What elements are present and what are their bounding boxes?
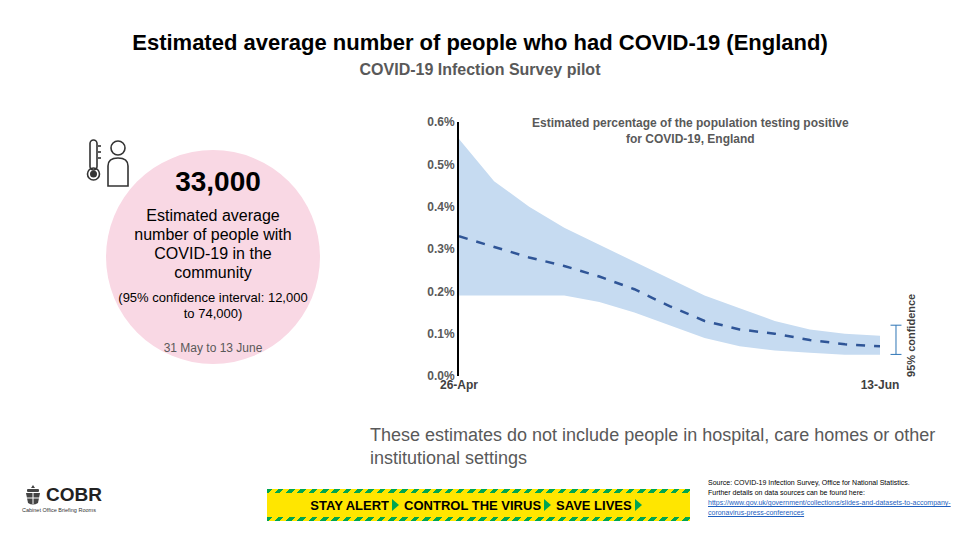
html-text:(95% confidence interval: 12,0: (95% confidence interval: 12,000 to 74,0…	[118, 290, 308, 321]
svg-text:0.4%: 0.4%	[427, 200, 455, 214]
html-text:Further details on data source: Further details on data sources can be f…	[708, 489, 865, 496]
html-text:CONTROL THE VIRUS: CONTROL THE VIRUS	[404, 497, 542, 513]
html-text:SAVE LIVES: SAVE LIVES	[556, 497, 632, 513]
html-text:Cabinet Office Briefing Rooms: Cabinet Office Briefing Rooms	[22, 507, 96, 513]
html-text:Estimated average number of pe: Estimated average number of people who h…	[132, 30, 828, 55]
svg-text:0.3%: 0.3%	[427, 242, 455, 256]
html-text:Estimated average number of pe: Estimated average number of people with …	[134, 207, 292, 281]
svg-text:0.0%: 0.0%	[427, 369, 455, 383]
svg-text:0.6%: 0.6%	[427, 115, 455, 129]
svg-text:0.5%: 0.5%	[427, 158, 455, 172]
svg-text:0.1%: 0.1%	[427, 327, 455, 341]
html-text:COVID-19 Infection Survey pilo: COVID-19 Infection Survey pilot	[359, 61, 601, 78]
html-text:STAY ALERT: STAY ALERT	[310, 497, 390, 513]
svg-text:95% confidence: 95% confidence	[905, 294, 917, 377]
html-text:Source: COVID-19 Infection Sur: Source: COVID-19 Infection Survey, Offic…	[708, 479, 910, 486]
html-text:31 May to 13 June: 31 May to 13 June	[163, 341, 263, 355]
html-text:https://www.gov.uk/government/: https://www.gov.uk/government/collection…	[708, 499, 951, 516]
html-text:33,000: 33,000	[175, 166, 261, 197]
svg-text:0.2%: 0.2%	[427, 285, 455, 299]
svg-text:Estimated percentage of the po: Estimated percentage of the population t…	[532, 116, 849, 146]
svg-text:13-Jun: 13-Jun	[861, 378, 900, 392]
html-text:COBR: COBR	[46, 484, 102, 505]
svg-text:26-Apr: 26-Apr	[440, 378, 478, 392]
html-text:These estimates do not include: These estimates do not include people in…	[370, 425, 936, 468]
